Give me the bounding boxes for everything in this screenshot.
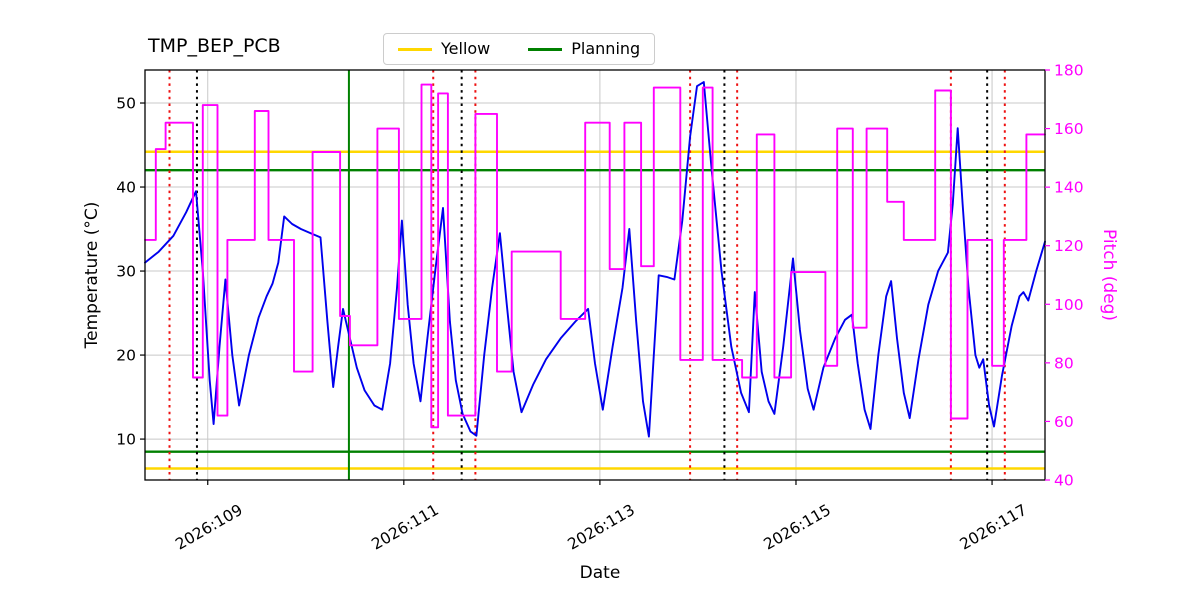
x-tick-label: 2026:111 bbox=[369, 501, 442, 554]
yellow-line-swatch bbox=[398, 47, 432, 51]
y-tick-label-right: 120 bbox=[1054, 237, 1084, 255]
y-tick-label-right: 60 bbox=[1054, 413, 1074, 431]
planning-line-swatch bbox=[528, 47, 563, 51]
x-axis-label: Date bbox=[580, 563, 621, 583]
legend: Yellow Planning bbox=[383, 33, 656, 65]
y-tick-label-right: 160 bbox=[1054, 120, 1084, 138]
y-tick-label-left: 20 bbox=[116, 347, 136, 365]
x-tick-label: 2026:117 bbox=[957, 501, 1030, 554]
y-tick-label-right: 80 bbox=[1054, 354, 1074, 372]
x-tick-label: 2026:109 bbox=[172, 501, 245, 554]
chart-title: TMP_BEP_PCB bbox=[147, 35, 281, 57]
y-tick-label-right: 100 bbox=[1054, 296, 1084, 314]
legend-item-yellow: Yellow bbox=[398, 41, 490, 57]
y-tick-label-right: 40 bbox=[1054, 472, 1074, 490]
y-axis-label-left: Temperature (°C) bbox=[82, 202, 102, 350]
legend-item-planning: Planning bbox=[528, 41, 640, 57]
y-tick-label-left: 10 bbox=[116, 431, 136, 449]
y-tick-label-left: 30 bbox=[116, 263, 136, 281]
y-tick-label-left: 50 bbox=[116, 95, 136, 113]
temperature-line bbox=[144, 81, 1046, 438]
y-tick-label-left: 40 bbox=[116, 179, 136, 197]
pitch-line bbox=[144, 83, 1046, 429]
y-axis-label-right: Pitch (deg) bbox=[1099, 229, 1119, 321]
y-tick-label-right: 140 bbox=[1054, 179, 1084, 197]
legend-label-planning: Planning bbox=[571, 39, 641, 58]
x-tick-label: 2026:115 bbox=[761, 501, 834, 554]
plot-border bbox=[144, 69, 1046, 481]
legend-label-yellow: Yellow bbox=[441, 39, 491, 58]
y-tick-label-right: 180 bbox=[1054, 62, 1084, 80]
x-tick-label: 2026:113 bbox=[565, 501, 638, 554]
